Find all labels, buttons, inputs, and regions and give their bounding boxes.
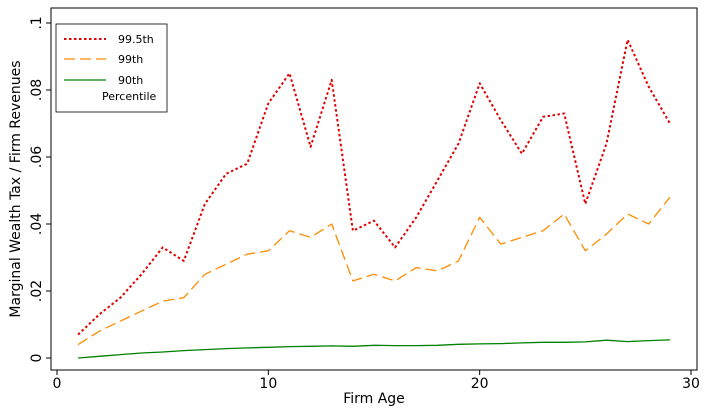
y-tick-label: .02	[29, 280, 45, 302]
y-tick-label: .08	[29, 79, 45, 101]
series-line-90th	[78, 339, 670, 359]
y-tick-label: 0	[29, 354, 45, 363]
y-tick-label: .1	[29, 16, 45, 29]
x-tick-label: 10	[259, 376, 277, 392]
x-tick-label: 30	[682, 376, 700, 392]
y-tick-label: .06	[29, 146, 45, 168]
x-tick-label: 0	[53, 376, 62, 392]
y-axis-title: Marginal Wealth Tax / Firm Revenues	[8, 60, 24, 317]
x-tick-label: 20	[471, 376, 489, 392]
y-axis: 0 .02 .04 .06 .08 .1	[29, 16, 51, 362]
legend-label: 99th	[118, 53, 143, 66]
plot-border	[50, 7, 698, 371]
legend-label: 90th	[118, 74, 143, 87]
legend: 99.5th 99th 90th Percentile	[55, 23, 168, 113]
series-line-99th	[77, 196, 671, 346]
series-layer	[77, 38, 671, 359]
x-axis: 0 10 20 30	[53, 370, 700, 392]
y-tick-label: .04	[29, 213, 45, 235]
legend-subtitle: Percentile	[102, 90, 157, 103]
series-line-99-5th	[77, 38, 671, 336]
x-axis-title: Firm Age	[343, 391, 405, 407]
plot-frame	[50, 7, 698, 371]
legend-label: 99.5th	[118, 33, 154, 46]
